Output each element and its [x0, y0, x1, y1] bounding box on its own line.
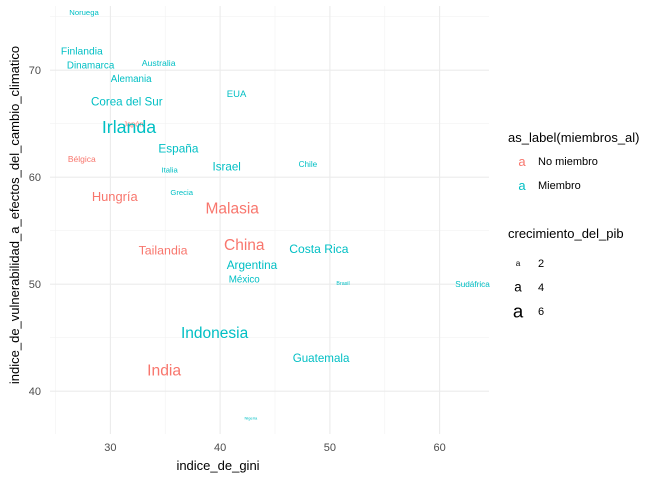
- y-axis-title: indice_de_vulnerabilidad_a_efectos_del_c…: [7, 46, 22, 384]
- x-tick-label: 40: [214, 442, 226, 454]
- y-tick-label: 50: [29, 279, 41, 291]
- x-tick-label: 50: [324, 442, 336, 454]
- data-point-label: Alemania: [111, 74, 152, 85]
- legend-color-group: as_label(miembros_al) a No miembro a Miembr…: [508, 130, 640, 193]
- data-point-label: Indonesia: [181, 325, 249, 342]
- data-point-label: México: [229, 274, 261, 285]
- y-tick-label: 60: [29, 172, 41, 184]
- data-point-label: Guatemala: [293, 352, 350, 365]
- ticks-layer: 30 40 50 60 40 50 60 70: [29, 65, 446, 454]
- legend-size-title: crecimiento_del_pib: [508, 226, 624, 241]
- data-point-label: Israel: [213, 161, 241, 174]
- legend-color-title: as_label(miembros_al): [508, 130, 640, 145]
- data-point-label: Noruega: [69, 8, 99, 17]
- legend-color-label: No miembro: [538, 156, 598, 168]
- data-point-label: Sudáfrica: [455, 280, 490, 289]
- legend-color-key: a: [518, 178, 526, 193]
- data-point-label: Dinamarca: [67, 60, 115, 71]
- x-tick-label: 30: [104, 442, 116, 454]
- x-axis-title: indice_de_gini: [176, 458, 259, 473]
- grid-layer: [50, 6, 489, 434]
- data-point-label: EUA: [227, 89, 247, 100]
- data-point-label: Tailandia: [139, 243, 188, 257]
- y-tick-label: 70: [29, 65, 41, 77]
- legend-size-label: 2: [538, 258, 544, 270]
- data-point-label: Argentina: [227, 258, 278, 272]
- x-tick-label: 60: [433, 442, 445, 454]
- data-point-label: Finlandia: [61, 47, 103, 58]
- data-point-label: Corea del Sur: [91, 95, 163, 108]
- legend-color-label: Miembro: [538, 180, 581, 192]
- legend-size-key: a: [513, 301, 524, 322]
- data-point-label: Irlanda: [102, 117, 156, 137]
- data-point-label: Japón: [123, 119, 143, 128]
- data-point-label: Malasia: [205, 201, 259, 218]
- data-point-label: Australia: [142, 58, 176, 68]
- legend-size-key: a: [516, 259, 521, 268]
- data-point-label: India: [147, 362, 181, 379]
- legend-size-key: a: [514, 280, 522, 295]
- legend-size-label: 4: [538, 282, 544, 294]
- data-point-label: Nigeria: [245, 415, 258, 420]
- data-point-label: Italia: [162, 165, 179, 174]
- data-point-label: Chile: [299, 160, 318, 169]
- legend-color-key: a: [518, 154, 526, 169]
- legend-size-group: crecimiento_del_pib a 2 a 4 a 6: [508, 226, 624, 322]
- data-point-label: Brasil: [336, 281, 349, 287]
- data-point-label: España: [158, 141, 198, 155]
- data-point-label: Costa Rica: [289, 242, 348, 256]
- data-point-label: Bélgica: [68, 154, 96, 164]
- data-point-label: China: [224, 237, 265, 254]
- data-point-label: Grecia: [170, 188, 193, 197]
- y-tick-label: 40: [29, 386, 41, 398]
- data-point-label: Hungría: [92, 189, 139, 204]
- points-layer: Noruega Finlandia Dinamarca Australia Aleman…: [61, 8, 490, 420]
- legend-size-label: 6: [538, 306, 544, 318]
